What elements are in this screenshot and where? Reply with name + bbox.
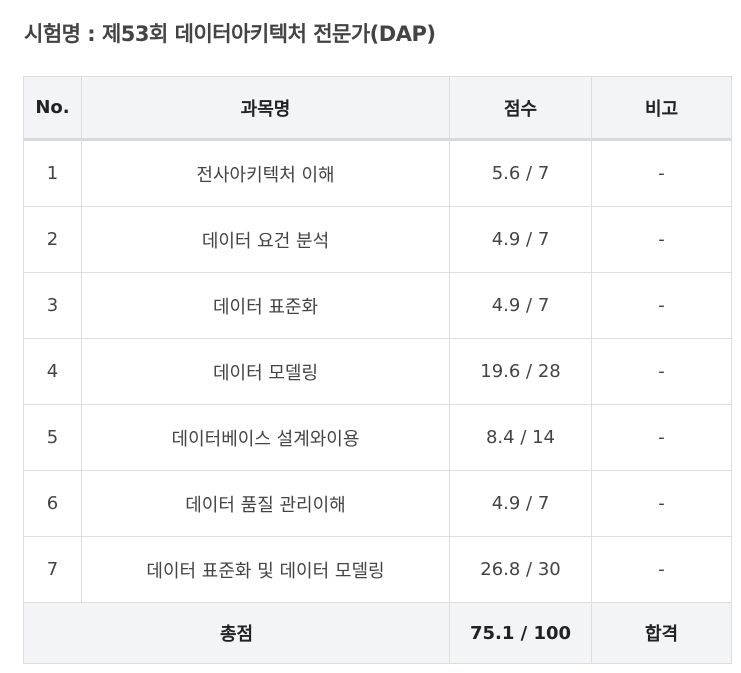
table-header-row: No. 과목명 점수 비고 [23,76,732,141]
row-score: 4.9 / 7 [449,206,592,273]
row-subject: 전사아키텍처 이해 [81,139,450,207]
page-title: 시험명 : 제53회 데이터아키텍처 전문가(DAP) [24,22,436,46]
row-note: - [591,404,732,471]
header-no: No. [23,76,82,141]
row-no: 1 [23,139,82,207]
row-subject: 데이터 모델링 [81,338,450,405]
total-label: 총점 [23,602,450,664]
row-score: 4.9 / 7 [449,470,592,537]
row-subject: 데이터 표준화 [81,272,450,339]
table-row: 5 데이터베이스 설계와이용 8.4 / 14 - [23,404,732,471]
row-note: - [591,470,732,537]
row-note: - [591,206,732,273]
total-row: 총점 75.1 / 100 합격 [23,602,732,664]
header-subject: 과목명 [81,76,450,141]
row-no: 6 [23,470,82,537]
row-no: 3 [23,272,82,339]
row-no: 2 [23,206,82,273]
row-note: - [591,536,732,603]
row-score: 5.6 / 7 [449,139,592,207]
table-row: 6 데이터 품질 관리이해 4.9 / 7 - [23,470,732,537]
row-score: 4.9 / 7 [449,272,592,339]
table-row: 7 데이터 표준화 및 데이터 모델링 26.8 / 30 - [23,536,732,603]
row-subject: 데이터 표준화 및 데이터 모델링 [81,536,450,603]
row-no: 4 [23,338,82,405]
row-score: 8.4 / 14 [449,404,592,471]
row-subject: 데이터 요건 분석 [81,206,450,273]
row-note: - [591,338,732,405]
table-row: 3 데이터 표준화 4.9 / 7 - [23,272,732,339]
row-no: 5 [23,404,82,471]
table-row: 4 데이터 모델링 19.6 / 28 - [23,338,732,405]
row-subject: 데이터베이스 설계와이용 [81,404,450,471]
row-note: - [591,139,732,207]
score-table: No. 과목명 점수 비고 1 전사아키텍처 이해 5.6 / 7 - 2 데이… [23,76,732,664]
table-row: 2 데이터 요건 분석 4.9 / 7 - [23,206,732,273]
header-note: 비고 [591,76,732,141]
row-subject: 데이터 품질 관리이해 [81,470,450,537]
row-score: 26.8 / 30 [449,536,592,603]
total-score: 75.1 / 100 [449,602,592,664]
row-no: 7 [23,536,82,603]
row-score: 19.6 / 28 [449,338,592,405]
header-score: 점수 [449,76,592,141]
row-note: - [591,272,732,339]
table-row: 1 전사아키텍처 이해 5.6 / 7 - [23,139,732,207]
total-result: 합격 [591,602,732,664]
